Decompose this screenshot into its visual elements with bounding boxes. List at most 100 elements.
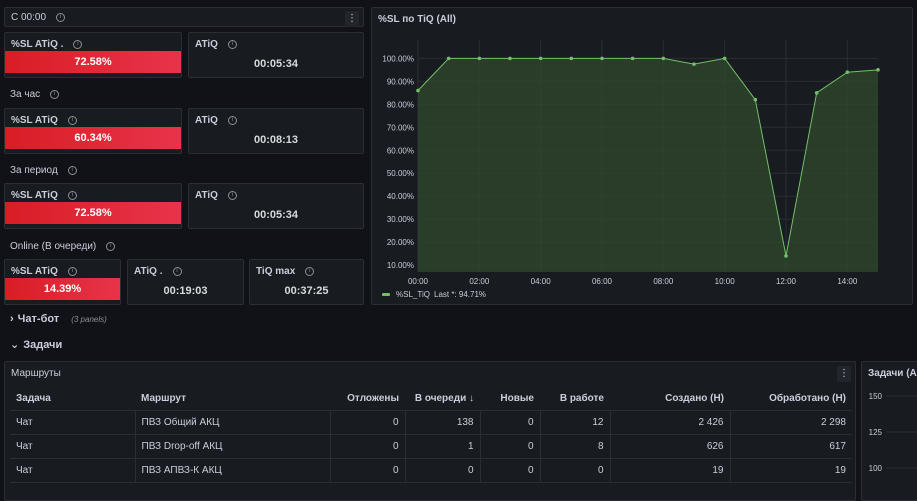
side-y-tick-label: 100 <box>869 464 883 473</box>
column-header[interactable]: Обработано (Н) <box>730 388 852 411</box>
stat-sl-atiq-hour[interactable]: %SL ATiQ i 60.34% <box>4 108 182 154</box>
chevron-down-icon: ⌄ <box>10 339 20 351</box>
side-y-tick-label: 125 <box>869 428 883 437</box>
table-row[interactable]: Чат ПВЗ Общий АКЦ 0 138 0 12 2 426 2 298 <box>10 410 852 435</box>
data-point[interactable] <box>600 56 604 61</box>
x-tick-label: 00:00 <box>408 277 429 286</box>
column-header[interactable]: Новые <box>480 388 540 411</box>
column-header-sorted[interactable]: В очереди ↓ <box>405 388 480 411</box>
panel-menu-button[interactable]: ⋮ <box>837 366 851 382</box>
section-tasks[interactable]: ⌄ Задачи <box>10 338 63 352</box>
data-point[interactable] <box>692 62 696 66</box>
series-line <box>417 57 879 256</box>
table-cell: 138 <box>405 410 481 435</box>
table-cell: 2 426 <box>610 410 731 435</box>
y-tick-label: 50.00% <box>387 169 414 178</box>
section-tasks-label: Задачи <box>23 338 63 351</box>
data-point[interactable] <box>814 91 819 95</box>
stat-atiq-today[interactable]: ATiQ i 00:05:34 <box>188 32 364 78</box>
stat-title: ATiQ <box>195 190 218 201</box>
table-cell: 617 <box>730 434 852 459</box>
info-icon[interactable]: i <box>227 191 237 200</box>
table-cell: ПВЗ Drop-off АКЦ <box>135 434 331 459</box>
data-point[interactable] <box>845 70 850 74</box>
table-row[interactable]: Чат ПВЗ Drop-off АКЦ 0 1 0 8 626 617 <box>10 434 852 459</box>
stat-title: TiQ max <box>256 266 296 277</box>
info-icon[interactable]: i <box>227 116 237 125</box>
table-cell: ПВЗ АПВЗ-К АКЦ <box>135 458 331 483</box>
stat-title: ATiQ <box>195 115 218 126</box>
stat-atiq-online[interactable]: ATiQ . i 00:19:03 <box>127 259 244 305</box>
side-chart-title: Задачи (All <box>868 368 917 379</box>
data-point[interactable] <box>661 56 666 61</box>
stat-sl-atiq-period[interactable]: %SL ATiQ i 72.58% <box>4 183 182 229</box>
y-tick-label: 20.00% <box>387 238 414 247</box>
table-cell: 0 <box>330 458 406 483</box>
data-point[interactable] <box>784 254 788 258</box>
row-label-text: За час <box>10 89 41 100</box>
info-icon[interactable]: i <box>172 267 182 276</box>
row-label-hour: За час i <box>10 89 60 100</box>
stat-sl-atiq-online[interactable]: %SL ATiQ i 14.39% <box>4 259 121 305</box>
side-y-tick-label: 150 <box>869 392 883 401</box>
table-cell: 0 <box>480 410 541 435</box>
column-header[interactable]: Маршрут <box>135 388 330 411</box>
data-point[interactable] <box>753 97 758 102</box>
column-header[interactable]: Задача <box>10 388 135 411</box>
table-cell: 19 <box>610 458 731 483</box>
stat-sl-atiq-today[interactable]: %SL ATiQ . i 72.58% <box>4 32 182 78</box>
info-icon[interactable]: i <box>67 116 77 125</box>
top-row-label: С 00:00 <box>11 12 47 23</box>
table-cell: 0 <box>480 458 541 483</box>
stat-atiq-hour[interactable]: ATiQ i 00:08:13 <box>188 108 364 154</box>
table-cell: 19 <box>730 458 852 483</box>
row-label-text: Online (В очереди) <box>10 241 97 252</box>
sl-tiq-chart-panel[interactable]: %SL по TiQ (All) 10.00% 20.00% 30.00% 40.00… <box>371 7 913 305</box>
table-cell: 0 <box>480 434 541 459</box>
stat-value: 14.39% <box>5 278 120 300</box>
data-point[interactable] <box>477 56 482 61</box>
side-chart: 150 125 100 <box>869 392 917 473</box>
legend-swatch <box>382 293 390 296</box>
routes-panel[interactable]: Маршруты ⋮ Задача Маршрут Отложены В оче… <box>4 361 856 501</box>
info-icon[interactable]: i <box>305 267 315 276</box>
panel-menu-button[interactable]: ⋮ <box>345 11 359 27</box>
table-cell: 0 <box>405 458 481 483</box>
info-icon[interactable]: i <box>106 242 116 251</box>
data-point[interactable] <box>508 56 512 61</box>
tasks-side-chart-panel[interactable]: Задачи (All 150 125 100 <box>861 361 917 501</box>
data-point[interactable] <box>416 88 420 93</box>
info-icon[interactable]: i <box>67 166 77 175</box>
sl-tiq-chart[interactable]: 10.00% 20.00% 30.00% 40.00% 50.00% 60.00% 70.0… <box>372 8 912 304</box>
stat-value: 60.34% <box>5 127 181 149</box>
data-point[interactable] <box>630 56 635 61</box>
section-chatbot-label: Чат-бот <box>17 313 60 325</box>
column-header[interactable]: В работе <box>540 388 610 411</box>
info-icon[interactable]: i <box>227 40 237 49</box>
data-point[interactable] <box>876 68 880 72</box>
column-header[interactable]: Создано (Н) <box>610 388 730 411</box>
x-tick-label: 06:00 <box>592 277 613 286</box>
info-icon[interactable]: i <box>73 40 83 49</box>
data-point[interactable] <box>446 56 451 61</box>
stat-atiq-period[interactable]: ATiQ i 00:05:34 <box>188 183 364 229</box>
row-label-text: За период <box>10 165 58 176</box>
legend-series-name[interactable]: %SL_TiQ <box>396 290 430 299</box>
data-point[interactable] <box>569 56 574 61</box>
stat-title: %SL ATiQ <box>11 190 58 201</box>
info-icon[interactable]: i <box>67 191 77 200</box>
stat-tiq-max-online[interactable]: TiQ max i 00:37:25 <box>249 259 364 305</box>
info-icon[interactable]: i <box>56 13 66 22</box>
table-cell: 0 <box>540 458 611 483</box>
y-tick-label: 100.00% <box>382 54 414 63</box>
column-header[interactable]: Отложены <box>330 388 405 411</box>
data-point[interactable] <box>722 56 727 61</box>
stat-value: 00:05:34 <box>253 58 299 70</box>
x-tick-label: 04:00 <box>531 277 552 286</box>
info-icon[interactable]: i <box>50 90 60 99</box>
section-chatbot[interactable]: › Чат-бот (3 panels) <box>10 313 107 325</box>
routes-title: Маршруты <box>11 368 61 379</box>
info-icon[interactable]: i <box>67 267 77 276</box>
data-point[interactable] <box>538 56 543 61</box>
table-row[interactable]: Чат ПВЗ АПВЗ-К АКЦ 0 0 0 0 19 19 <box>10 458 852 483</box>
